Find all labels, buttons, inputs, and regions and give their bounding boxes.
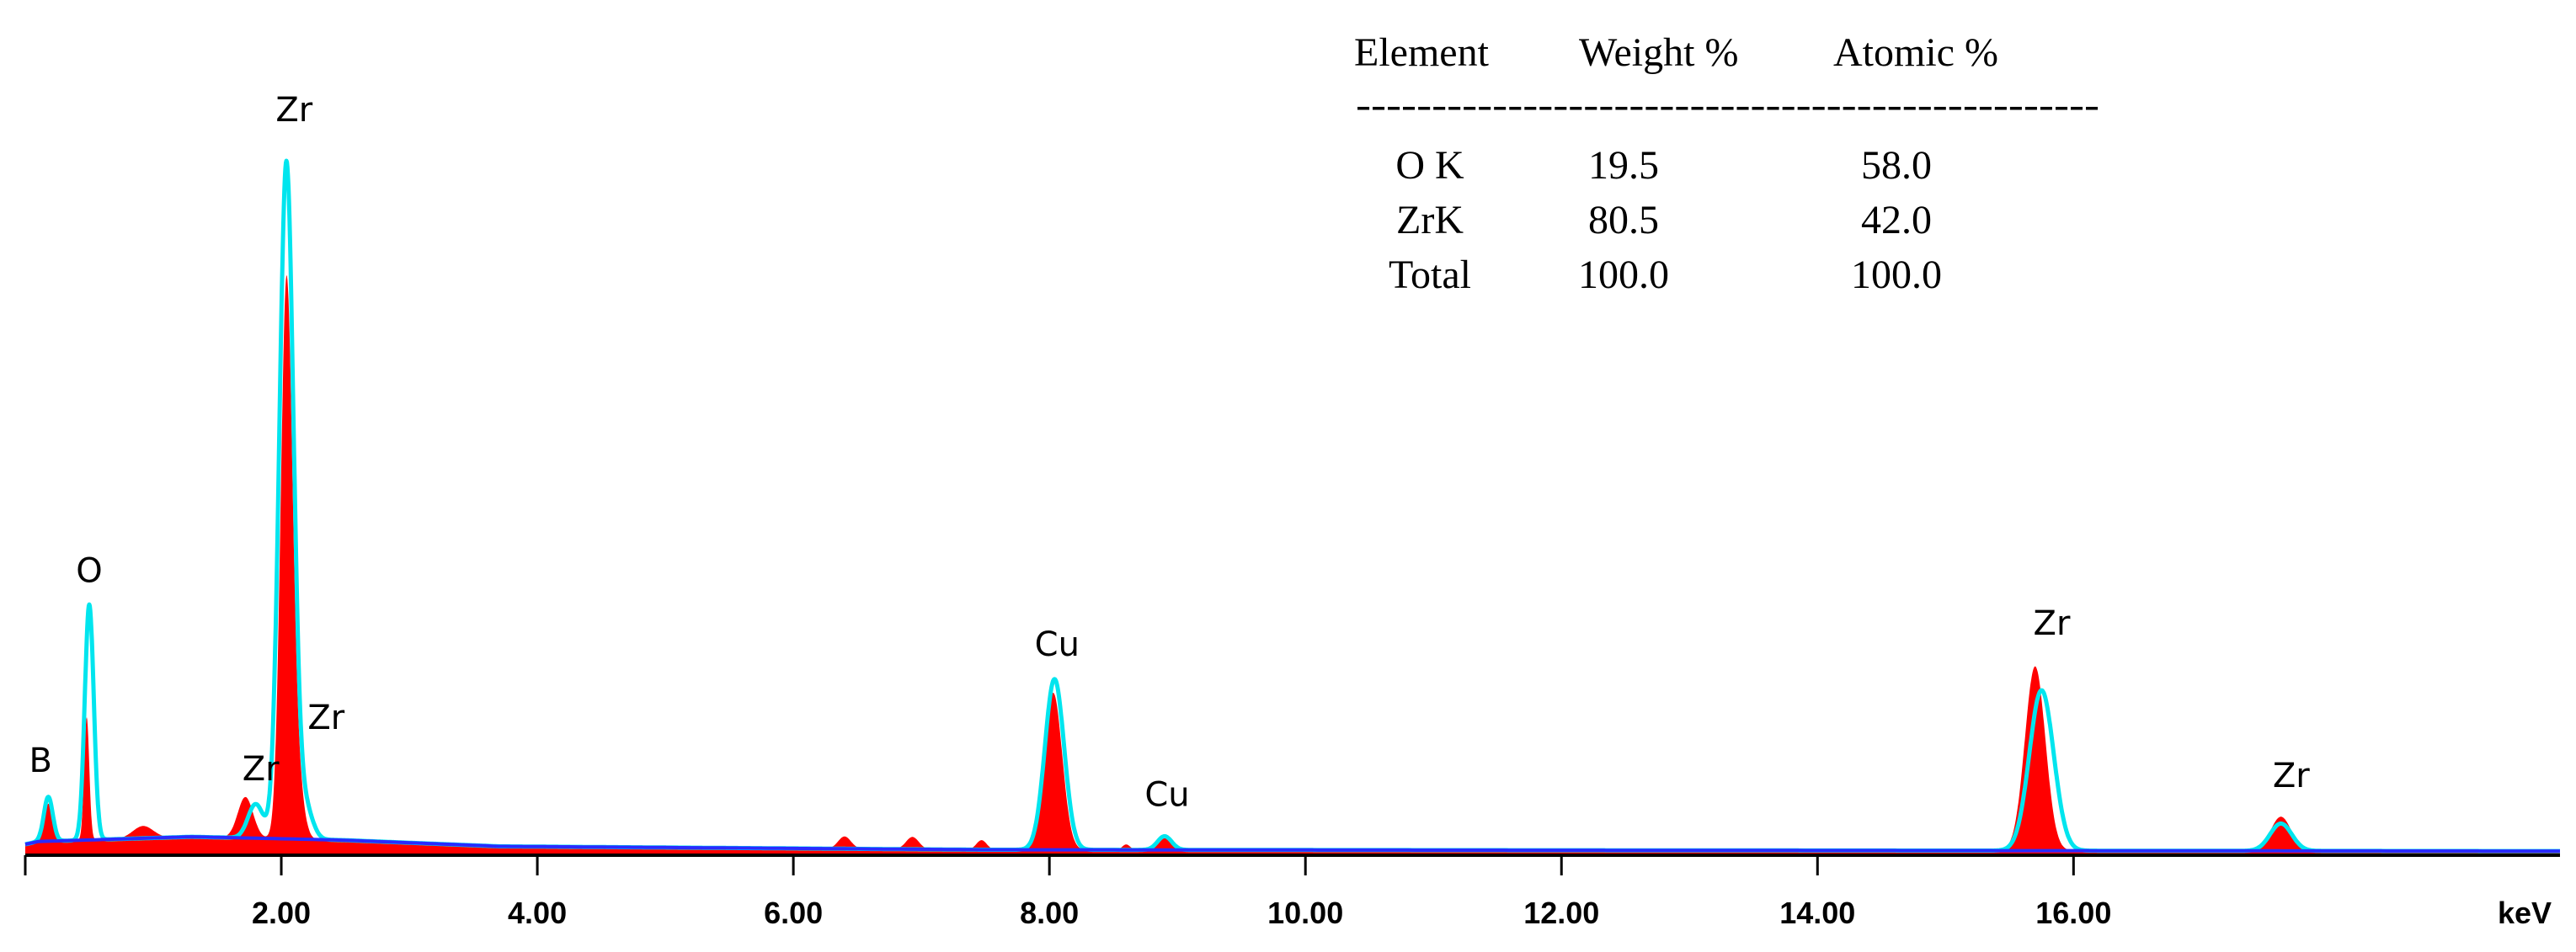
x-tick-label: 14.00: [1779, 896, 1855, 930]
x-tick-label: 16.00: [2035, 896, 2111, 930]
peak-label: Zr: [243, 750, 280, 789]
peak-label: Cu: [1144, 776, 1189, 815]
x-tick-label: 10.00: [1267, 896, 1343, 930]
x-tick-label: 2.00: [252, 896, 311, 930]
table-row-weight: 19.5: [1588, 143, 1659, 188]
table-row-weight: 100.0: [1578, 253, 1669, 297]
background-continuum-line: [24, 835, 2560, 854]
x-tick-label: 12.00: [1523, 896, 1599, 930]
peak-label: Zr: [275, 91, 312, 130]
x-axis-label: keV: [2498, 896, 2552, 930]
peak-label: O: [76, 552, 102, 591]
x-tick-group: 2.00 4.00 6.00 8.00 10.00 12.00 14.00 16.00: [252, 855, 2111, 930]
peak-label: Zr: [307, 699, 344, 737]
x-tick-label: 8.00: [1020, 896, 1079, 930]
x-axis: [24, 854, 2560, 875]
table-header-atomic: Atomic %: [1833, 30, 1998, 75]
x-tick-label: 4.00: [508, 896, 567, 930]
table-row-atomic: 100.0: [1851, 253, 1942, 297]
table-row-element: O K: [1395, 143, 1464, 188]
table-row-element: ZrK: [1396, 198, 1464, 242]
table-row-atomic: 58.0: [1861, 143, 1932, 188]
table-separator: ----------------------------------------…: [1356, 82, 2099, 127]
table-header-element: Element: [1354, 30, 1490, 75]
measured-spectrum-area: [25, 275, 2560, 855]
peak-label: B: [29, 742, 52, 780]
peak-label-group: B O Zr Zr Zr Cu Cu Zr Zr: [29, 91, 2311, 814]
table-header-weight: Weight %: [1579, 30, 1738, 75]
table-row-element: Total: [1389, 253, 1471, 297]
spectrum-series-group: [24, 158, 2562, 855]
x-tick-label: 6.00: [764, 896, 823, 930]
peak-label: Zr: [2034, 604, 2071, 643]
composition-table: Element Weight % Atomic % --------------…: [1354, 30, 2099, 297]
peak-label: Cu: [1035, 625, 1080, 664]
peak-label: Zr: [2273, 757, 2310, 795]
table-row-weight: 80.5: [1588, 198, 1659, 242]
table-row-atomic: 42.0: [1861, 198, 1932, 242]
